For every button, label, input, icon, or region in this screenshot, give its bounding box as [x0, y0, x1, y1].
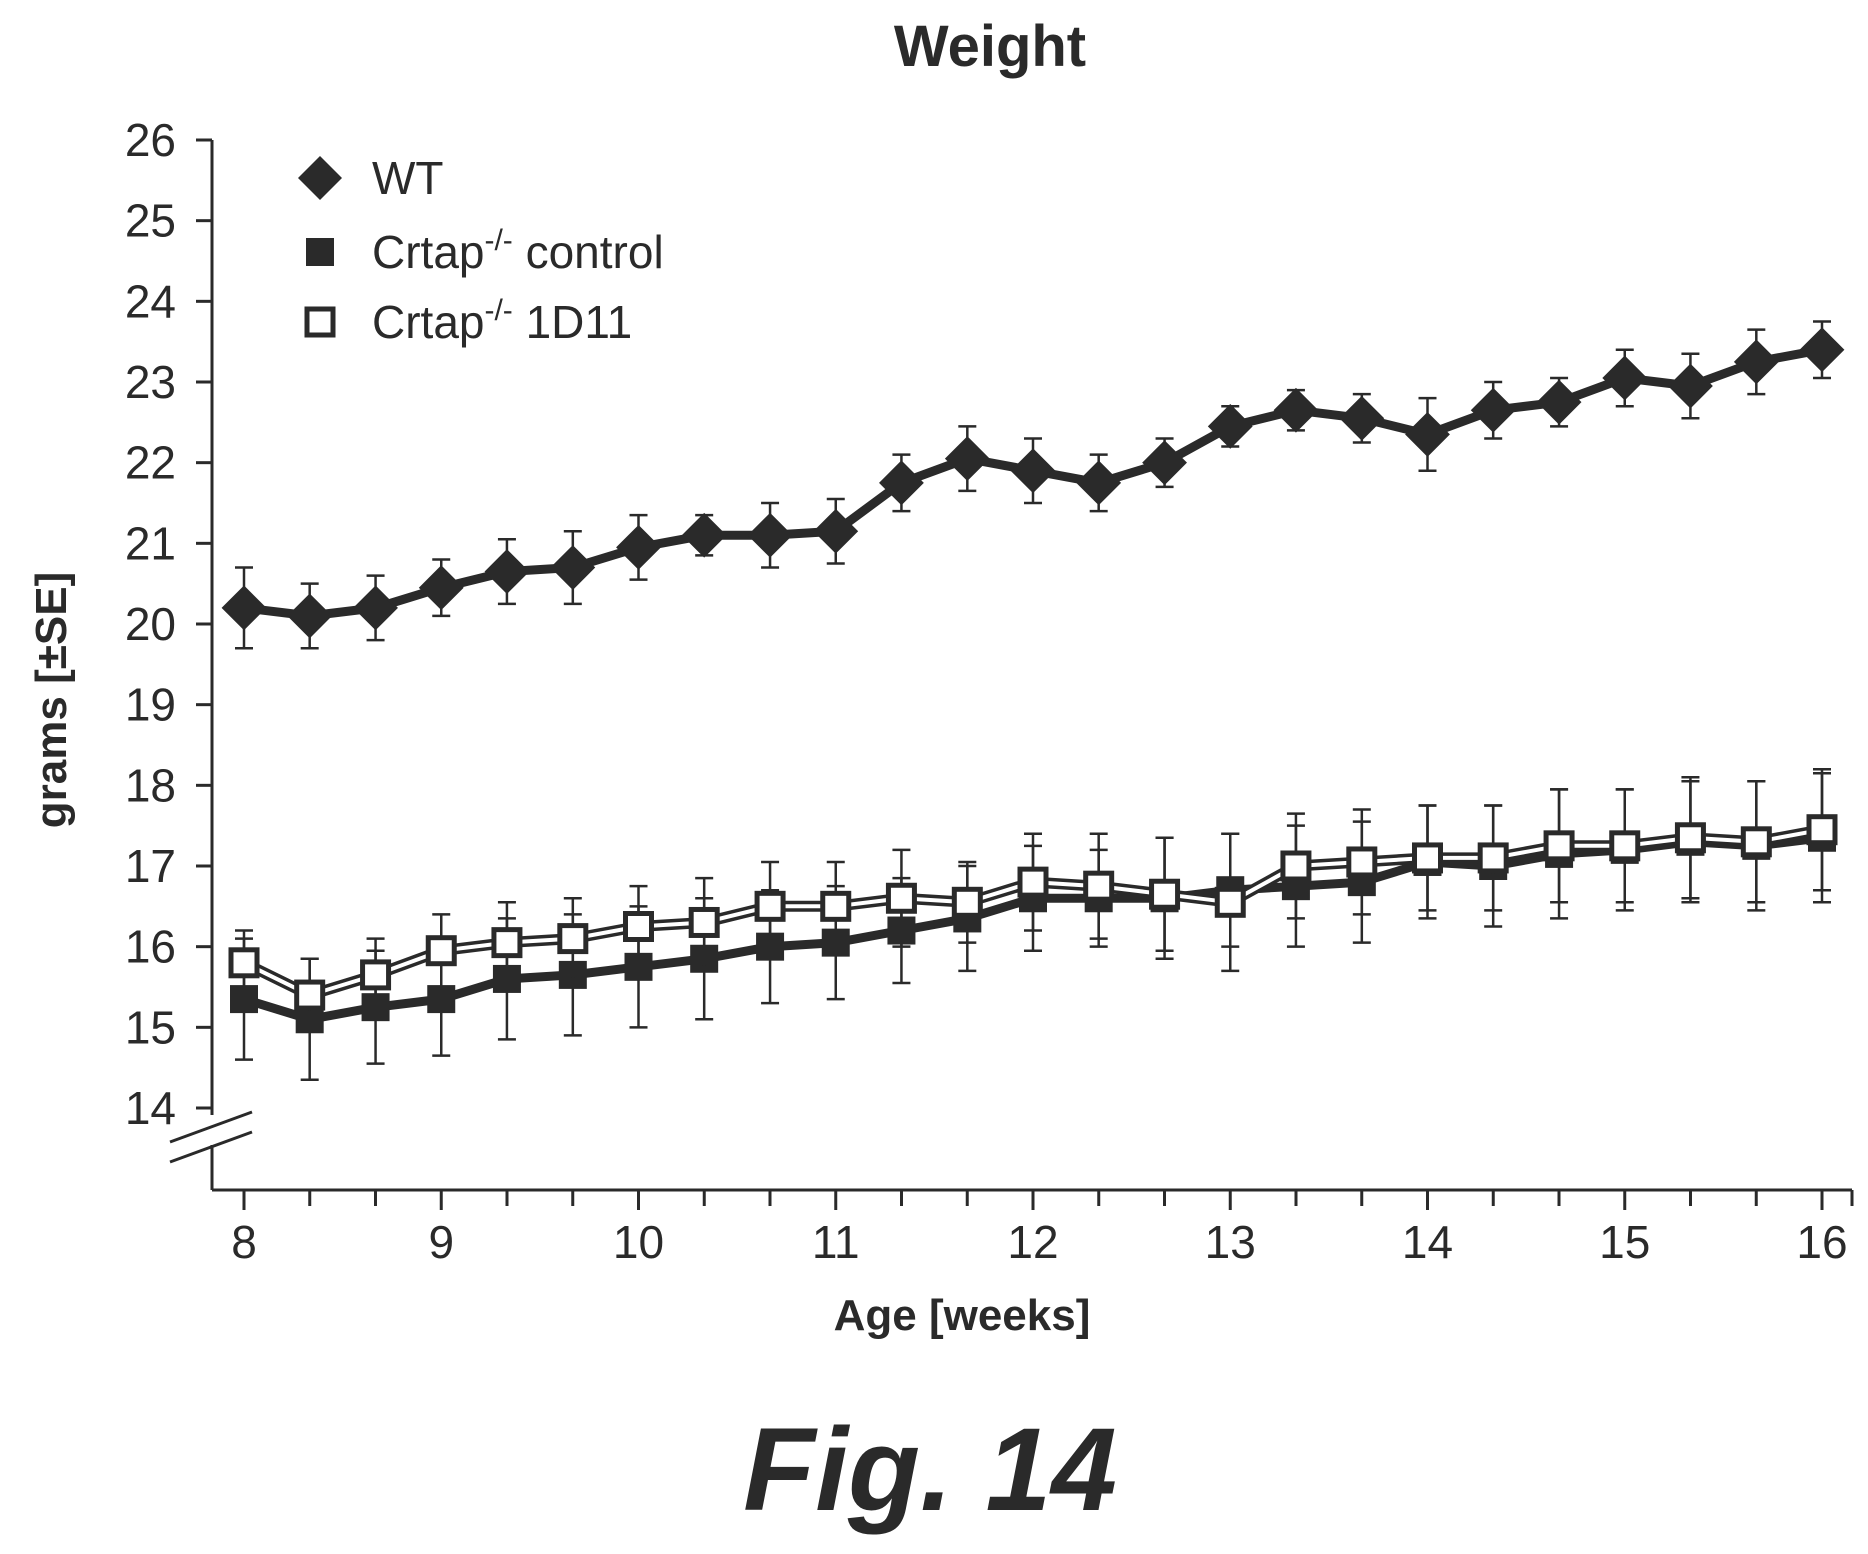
data-point-diamond: [1076, 460, 1122, 506]
data-point-square-open: [820, 890, 852, 922]
y-tick-label: 21: [125, 517, 176, 569]
data-point-diamond: [1536, 379, 1582, 425]
legend: WT Crtap-/- control Crtap-/- 1D11: [298, 152, 664, 348]
data-point-square-open: [1214, 886, 1246, 918]
data-point-square-open: [1806, 814, 1838, 846]
axis-break-mark: [169, 1130, 253, 1164]
data-point-diamond: [1668, 363, 1713, 409]
data-point-diamond: [221, 585, 267, 631]
data-point-diamond: [1339, 395, 1385, 441]
series-layer: [221, 320, 1845, 1082]
data-point-diamond: [1405, 412, 1450, 457]
data-point-diamond: [681, 512, 727, 558]
data-point-square-open: [1083, 870, 1115, 902]
data-point-square-filled: [427, 985, 456, 1014]
data-point-square-open: [294, 979, 326, 1011]
x-tick-label: 9: [428, 1216, 454, 1268]
data-point-diamond: [484, 549, 530, 594]
data-point-diamond: [944, 436, 990, 482]
data-point-square-open: [951, 886, 983, 918]
x-tick-label: 12: [1007, 1216, 1058, 1268]
data-point-square-open: [1674, 822, 1706, 854]
data-point-square-open: [491, 927, 523, 959]
legend-label: WT: [372, 152, 444, 204]
data-point-square-open: [1609, 830, 1641, 862]
data-point-square-open: [1543, 830, 1575, 862]
data-point-square-open: [1477, 842, 1509, 874]
legend-marker-square-open: [304, 306, 336, 338]
data-point-square-open: [1280, 850, 1312, 882]
legend-marker-diamond: [298, 156, 342, 200]
data-point-diamond: [1602, 355, 1648, 401]
legend-label: Crtap-/- 1D11: [372, 294, 632, 348]
data-point-square-open: [1740, 826, 1772, 858]
y-tick-label: 25: [125, 195, 176, 247]
y-tick-label: 22: [125, 437, 176, 489]
y-axis-title: grams [±SE]: [27, 572, 76, 828]
y-tick-label: 19: [125, 679, 176, 731]
axis-break-mark: [169, 1110, 253, 1144]
data-point-square-open: [425, 935, 457, 967]
data-point-square-open: [1017, 866, 1049, 898]
data-point-diamond: [287, 593, 333, 639]
data-point-square-open: [360, 959, 392, 991]
y-tick-label: 17: [125, 840, 176, 892]
x-tick-label: 15: [1599, 1216, 1650, 1268]
data-point-square-open: [754, 890, 786, 922]
data-point-diamond: [747, 512, 793, 558]
data-point-diamond: [616, 524, 661, 570]
data-point-square-open: [688, 906, 720, 938]
data-point-square-open: [1346, 846, 1378, 878]
chart-title: Weight: [894, 14, 1086, 79]
data-point-diamond: [879, 460, 924, 506]
legend-label: Crtap-/- control: [372, 224, 664, 278]
series-diamond-filled: [221, 320, 1845, 650]
y-tick-label: 15: [125, 1001, 176, 1053]
data-point-diamond: [550, 545, 596, 590]
y-tick-label: 18: [125, 759, 176, 811]
x-tick-label: 13: [1205, 1216, 1256, 1268]
data-point-square-open: [228, 947, 260, 979]
y-tick-label: 24: [125, 275, 176, 327]
data-point-diamond: [1733, 339, 1779, 385]
data-point-square-open: [1149, 878, 1181, 910]
data-point-diamond: [1207, 403, 1253, 449]
y-tick-label: 20: [125, 598, 176, 650]
x-tick-label: 14: [1402, 1216, 1453, 1268]
data-point-diamond: [813, 508, 859, 554]
x-axis-ticks: 8 9 10 11 12 13 14 15 16: [231, 1190, 1854, 1268]
series-square-open: [228, 767, 1838, 1033]
y-tick-label: 16: [125, 921, 176, 973]
data-point-diamond: [418, 565, 464, 611]
data-point-diamond: [1470, 387, 1516, 433]
data-point-square-open: [623, 911, 654, 942]
x-axis-title: Age [weeks]: [834, 1291, 1091, 1340]
x-tick-label: 16: [1796, 1216, 1847, 1268]
data-point-diamond: [1273, 387, 1319, 433]
x-tick-label: 11: [812, 1216, 860, 1268]
x-tick-label: 8: [231, 1216, 257, 1268]
data-point-square-open: [885, 882, 917, 914]
figure-label: Fig. 14: [743, 1404, 1117, 1536]
data-point-square-open: [1412, 842, 1443, 874]
data-point-diamond: [1142, 440, 1187, 486]
y-tick-label: 23: [125, 356, 176, 408]
x-tick-label: 10: [613, 1216, 664, 1268]
y-axis-ticks: 14 15 16 17 18 19 20 21 22 23 24 25 26: [125, 114, 212, 1134]
y-tick-label: 26: [125, 114, 176, 166]
data-point-diamond: [353, 585, 398, 631]
y-tick-label: 14: [125, 1082, 176, 1134]
data-point-square-open: [557, 923, 589, 955]
data-point-diamond: [1010, 448, 1056, 494]
data-point-diamond: [1799, 327, 1845, 373]
legend-marker-square-filled: [306, 238, 334, 266]
